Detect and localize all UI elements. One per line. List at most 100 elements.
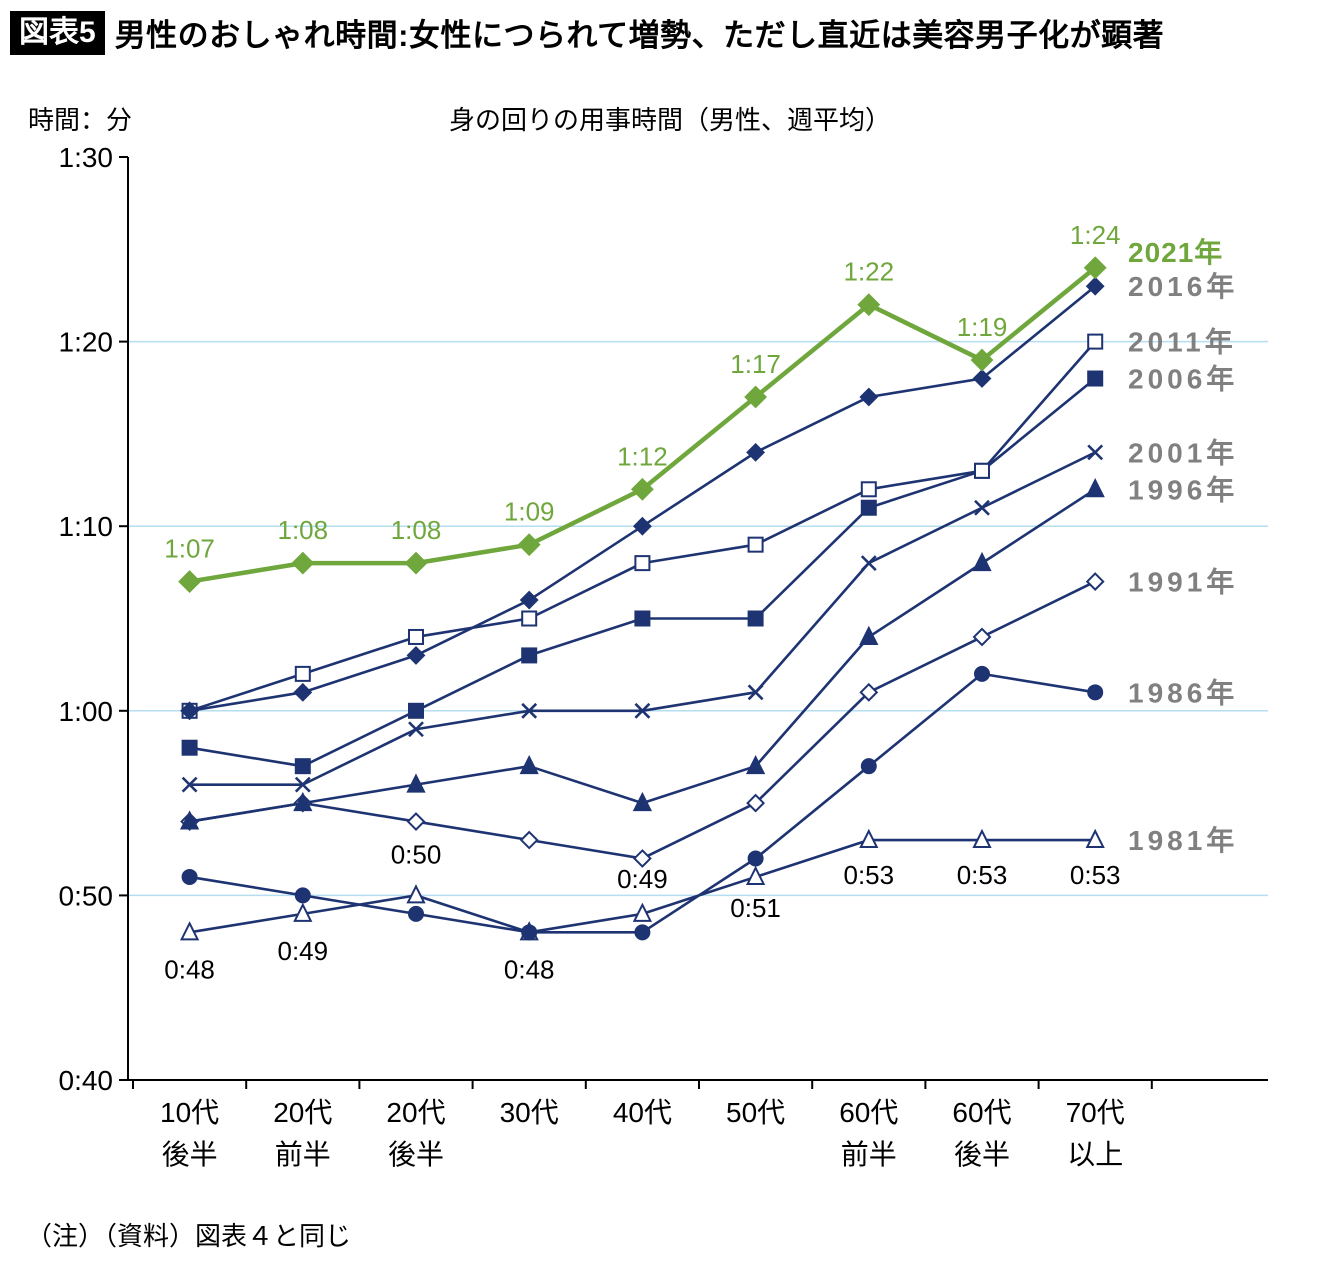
x-cross-marker	[860, 555, 877, 572]
diamond-marker	[406, 646, 426, 665]
circle-marker	[294, 887, 311, 904]
source-note: （注）（資料）図表４と同じ	[26, 1221, 352, 1251]
triangle-open-marker	[406, 884, 426, 904]
diamond-marker	[744, 385, 768, 409]
triangle-open-marker	[293, 902, 313, 922]
square-open-marker	[408, 628, 424, 645]
point-label: 0:48	[504, 954, 555, 984]
circle-marker	[181, 868, 198, 885]
square-open-marker	[974, 462, 990, 479]
diamond-marker	[857, 293, 881, 317]
x-category-label: 60代	[839, 1097, 898, 1128]
legend-label-2006年: 2006年	[1128, 363, 1238, 395]
point-label: 0:53	[843, 860, 894, 890]
square-open-marker	[860, 481, 877, 498]
circle-marker	[634, 924, 651, 941]
triangle-marker	[179, 810, 200, 830]
square-open-marker	[747, 536, 764, 553]
x-category-label: 60代	[952, 1097, 1011, 1128]
point-label: 0:49	[277, 936, 328, 966]
diamond-marker	[291, 551, 315, 575]
diamond-marker	[632, 516, 652, 536]
triangle-open-marker	[1085, 828, 1105, 849]
legend-label-1986年: 1986年	[1128, 676, 1238, 708]
point-label: 1:08	[391, 515, 442, 545]
point-label: 1:19	[957, 312, 1008, 342]
point-label: 1:07	[164, 534, 215, 564]
diamond-marker	[1085, 276, 1105, 296]
diamond-marker	[293, 682, 313, 702]
y-tick-label: 1:00	[59, 696, 114, 727]
x-category-label: 後半	[388, 1139, 444, 1170]
triangle-open-marker	[859, 828, 879, 849]
diamond-open-marker	[746, 793, 766, 813]
x-cross-marker	[521, 702, 538, 719]
y-tick-label: 1:10	[59, 511, 114, 542]
triangle-marker	[859, 625, 879, 645]
square-marker	[860, 499, 877, 516]
x-category-label: 後半	[954, 1139, 1010, 1170]
diamond-marker	[630, 477, 654, 501]
circle-marker	[1087, 684, 1104, 701]
triangle-marker	[1085, 478, 1105, 498]
diamond-open-marker	[859, 682, 879, 702]
point-label: 1:12	[617, 441, 668, 471]
chart-title: 身の回りの用事時間（男性、週平均）	[448, 105, 891, 135]
triangle-open-marker	[745, 865, 766, 885]
y-tick-label: 0:40	[59, 1065, 114, 1096]
diamond-open-marker	[632, 849, 652, 868]
circle-marker	[860, 758, 877, 775]
legend-label-1991年: 1991年	[1128, 566, 1238, 598]
point-label: 1:22	[843, 257, 894, 287]
square-open-marker	[1087, 333, 1104, 350]
x-cross-marker	[974, 499, 990, 516]
y-tick-label: 0:50	[59, 880, 114, 911]
diamond-marker	[178, 570, 202, 593]
point-label: 1:24	[1070, 220, 1121, 250]
y-tick-label: 1:30	[59, 142, 114, 173]
square-marker	[294, 758, 311, 775]
x-category-label: 前半	[841, 1139, 897, 1170]
legend-label-1981年: 1981年	[1128, 824, 1238, 856]
point-label: 0:49	[617, 864, 668, 894]
x-category-label: 以上	[1067, 1139, 1123, 1170]
legend-label-2001年: 2001年	[1128, 436, 1238, 468]
y-tick-label: 1:20	[59, 327, 114, 358]
x-cross-marker	[747, 684, 764, 701]
triangle-marker	[293, 791, 313, 812]
square-open-marker	[634, 555, 651, 572]
x-cross-marker	[408, 721, 424, 738]
point-label: 0:53	[1070, 860, 1121, 890]
point-label: 0:48	[164, 954, 215, 984]
diamond-marker	[970, 348, 994, 372]
diamond-marker	[519, 590, 539, 610]
x-category-label: 70代	[1066, 1097, 1125, 1128]
diamond-open-marker	[972, 627, 992, 647]
legend-label-2011年: 2011年	[1128, 326, 1237, 358]
square-marker	[181, 739, 198, 756]
diamond-open-marker	[1085, 572, 1105, 591]
circle-marker	[521, 924, 538, 941]
circle-marker	[747, 850, 764, 867]
legend-label-1996年: 1996年	[1128, 473, 1238, 505]
legend-label-2021年: 2021年	[1128, 236, 1223, 268]
x-cross-marker	[1087, 444, 1104, 461]
diamond-marker	[517, 533, 541, 557]
x-category-label: 20代	[386, 1097, 445, 1128]
square-open-marker	[294, 665, 311, 682]
circle-marker	[974, 665, 990, 682]
point-label: 0:51	[730, 893, 781, 923]
y-axis-unit-label: 時間：分	[28, 105, 133, 135]
diamond-marker	[180, 701, 200, 721]
x-category-label: 10代	[160, 1097, 219, 1128]
triangle-marker	[745, 754, 766, 775]
square-marker	[1087, 370, 1104, 387]
x-cross-marker	[294, 776, 311, 793]
square-marker	[408, 702, 424, 719]
series-line-2006年	[189, 377, 1097, 768]
diamond-marker	[972, 369, 992, 388]
x-category-label: 20代	[273, 1097, 332, 1128]
diamond-open-marker	[519, 830, 539, 850]
triangle-open-marker	[632, 902, 653, 922]
